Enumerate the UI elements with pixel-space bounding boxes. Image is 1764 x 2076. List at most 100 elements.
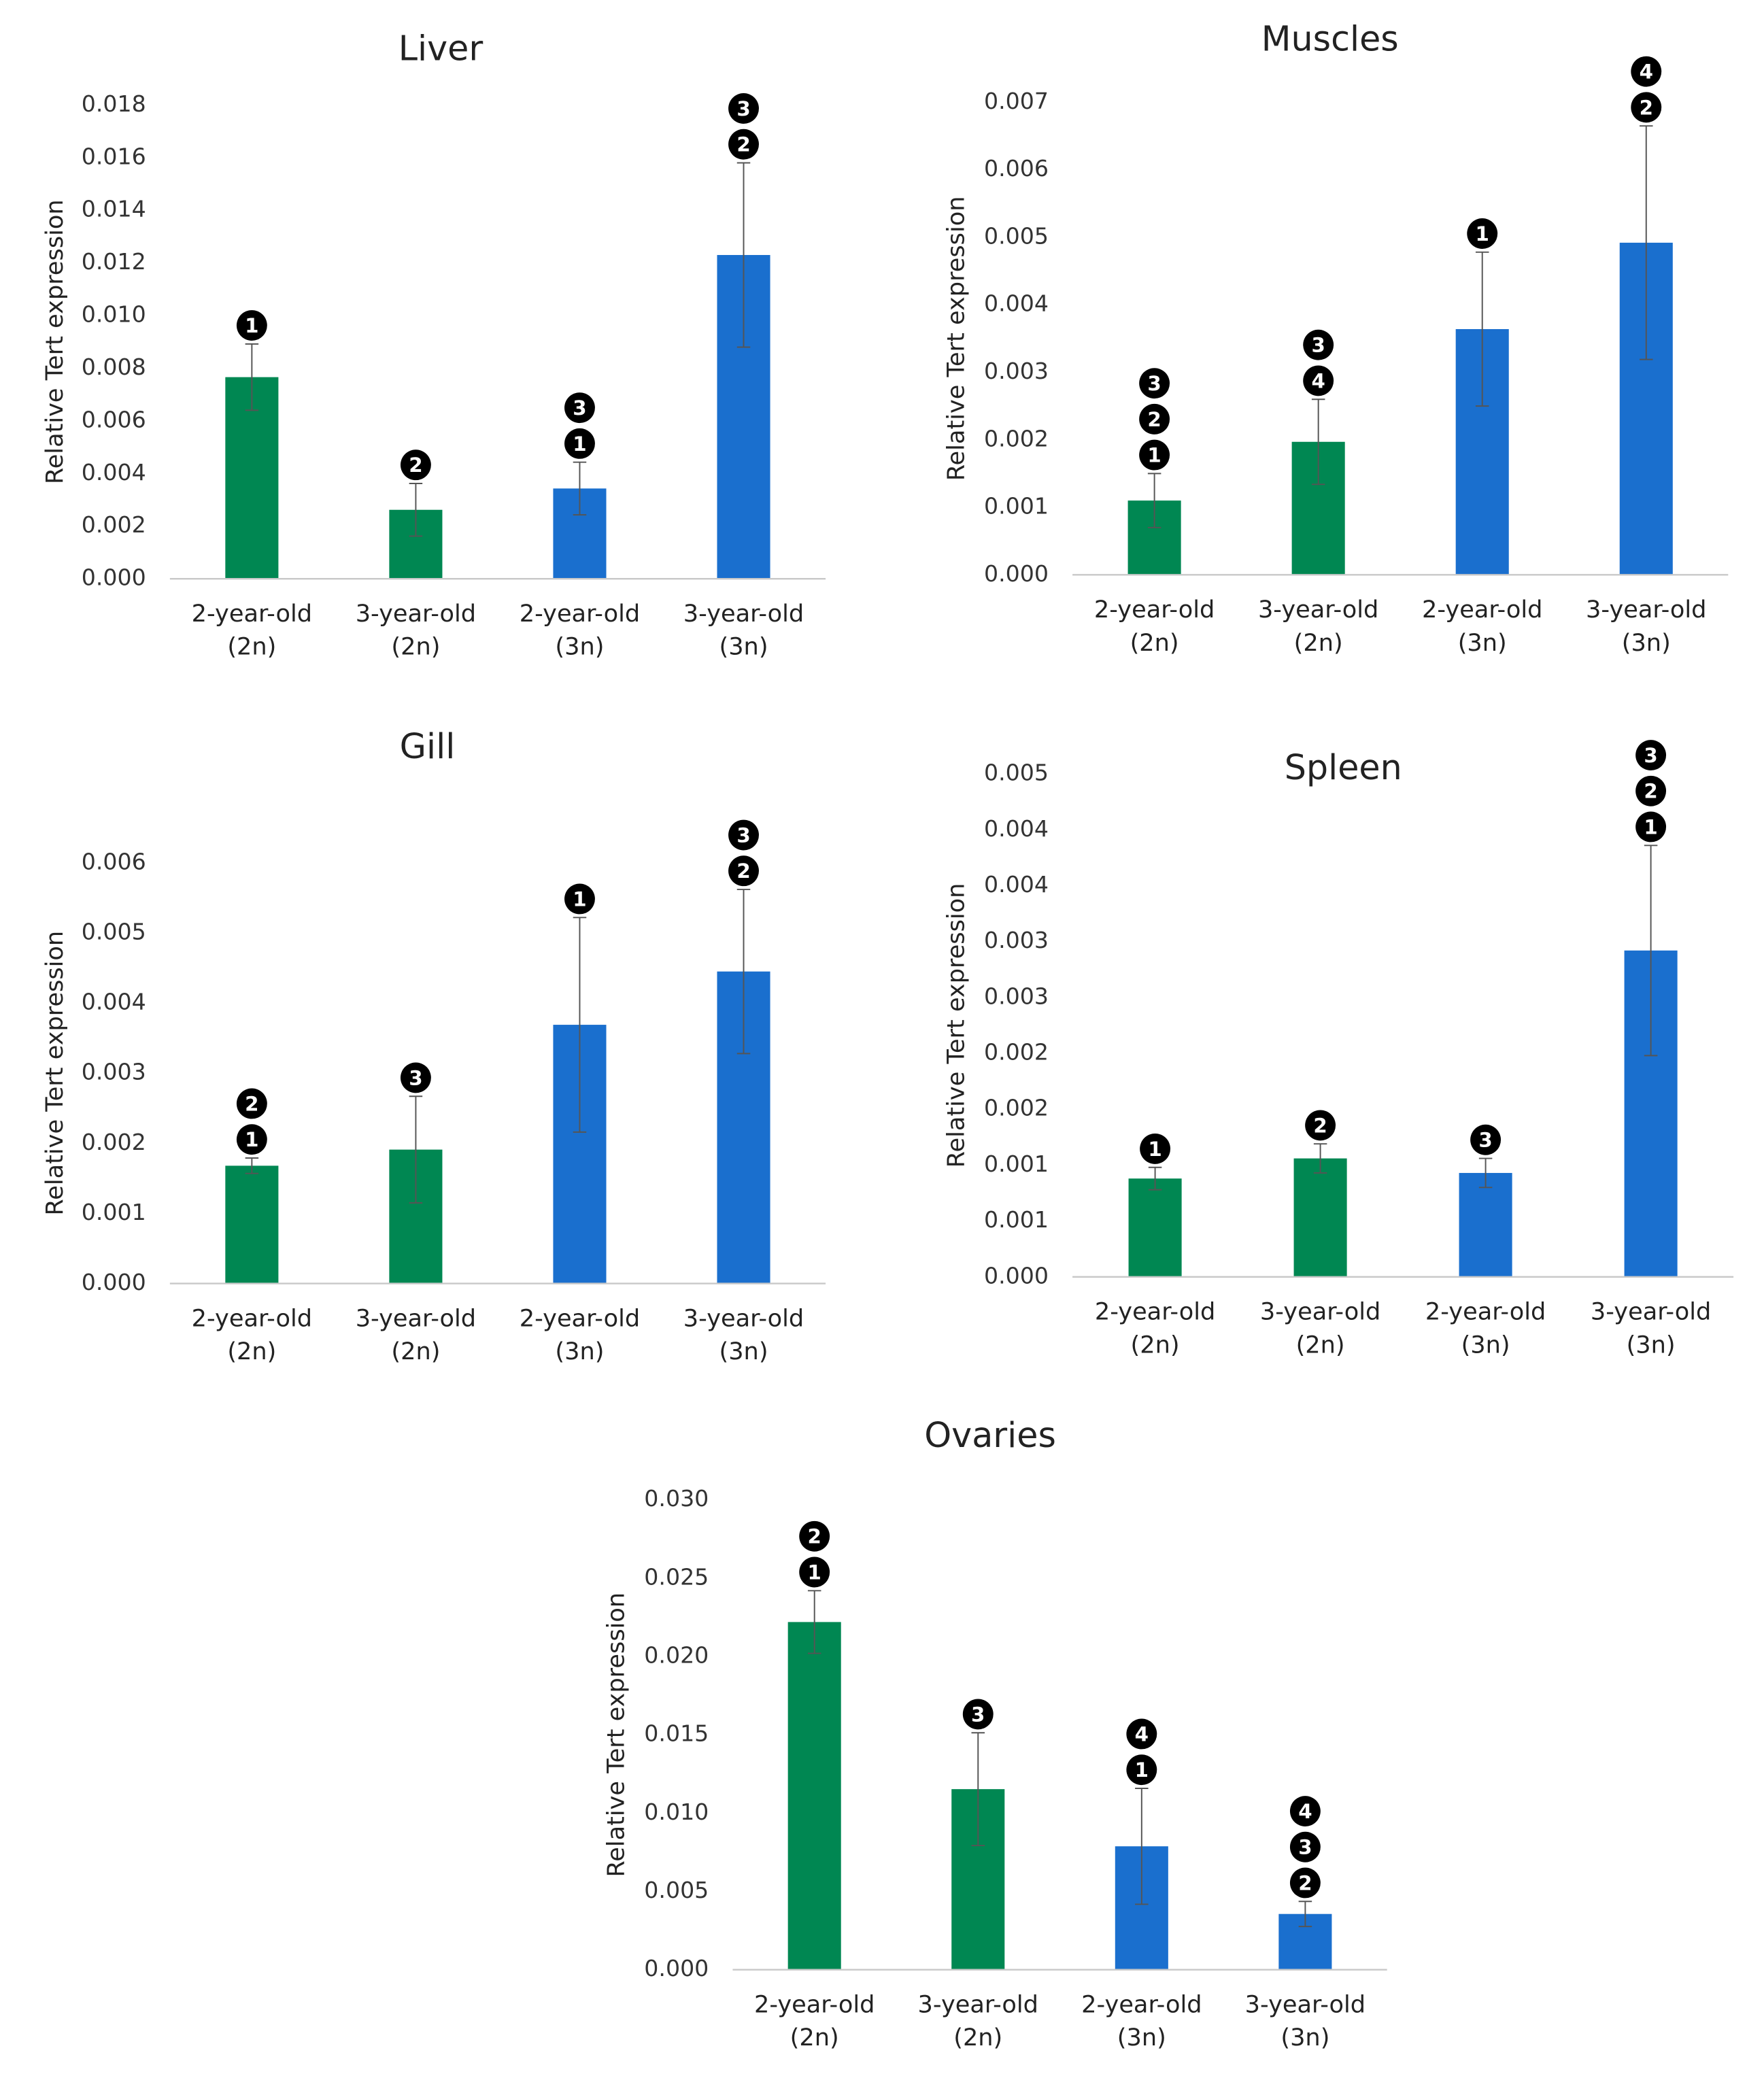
significance-marker: [1631, 92, 1662, 123]
y-axis-label: Relative Tert expression: [41, 931, 69, 1216]
significance-marker: [1289, 1796, 1321, 1826]
significance-label: 2: [1313, 1114, 1327, 1137]
y-tick-label: 0.016: [82, 143, 146, 169]
significance-marker: [1635, 811, 1667, 843]
x-tick-label: 2-year-old: [754, 1990, 875, 2018]
y-tick-label: 0.002: [82, 1129, 146, 1155]
x-tick-label: 2-year-old: [192, 600, 312, 628]
significance-label: 3: [1147, 372, 1161, 395]
significance-label: 4: [1311, 369, 1325, 392]
y-axis-label: Relative Tert expression: [942, 196, 970, 481]
significance-label: 2: [736, 860, 750, 883]
significance-label: 4: [1640, 61, 1653, 84]
significance-marker: [1635, 740, 1667, 771]
significance-marker: [1126, 1754, 1157, 1786]
significance-marker: [400, 449, 431, 481]
y-tick-label: 0.003: [984, 358, 1049, 384]
y-tick-label: 0.004: [82, 459, 146, 486]
y-tick-label: 0.003: [984, 983, 1049, 1009]
chart: Spleen Relative Tert expression 0.000 0.001…: [942, 740, 1734, 1359]
significance-marker: [1289, 1831, 1321, 1862]
x-tick-label: (3n): [1280, 2024, 1329, 2052]
significance-marker: [1303, 365, 1334, 396]
x-tick-label: (3n): [1117, 2024, 1166, 2052]
significance-marker: [1139, 368, 1170, 399]
x-tick-label: 3-year-old: [1245, 1990, 1366, 2018]
significance-label: 3: [736, 97, 750, 120]
significance-marker: [1305, 1110, 1336, 1141]
y-tick-label: 0.030: [644, 1485, 709, 1512]
significance-label: 2: [1644, 780, 1657, 803]
x-tick-label: (2n): [227, 633, 276, 661]
significance-label: 3: [1311, 334, 1325, 357]
significance-label: 3: [409, 1066, 422, 1089]
x-tick-label: 3-year-old: [683, 600, 804, 628]
y-tick-label: 0.000: [82, 564, 146, 591]
y-tick-label: 0.004: [984, 815, 1049, 842]
x-tick-label: (3n): [555, 1338, 604, 1365]
significance-label: 1: [1476, 222, 1489, 245]
x-tick-label: (2n): [953, 2024, 1002, 2052]
significance-label: 2: [1147, 408, 1161, 431]
significance-marker: [564, 392, 595, 424]
x-tick-label: (3n): [719, 633, 768, 661]
significance-marker: [799, 1556, 830, 1588]
chart-title: Muscles: [1261, 19, 1399, 59]
significance-marker: [236, 1124, 267, 1155]
significance-marker: [236, 310, 267, 341]
significance-label: 1: [1147, 444, 1161, 467]
significance-marker: [728, 819, 759, 851]
y-axis-label: Relative Tert expression: [603, 1593, 630, 1877]
chart: Gill Relative Tert expression 0.000 0.001 0.…: [41, 726, 826, 1365]
significance-label: 2: [808, 1525, 821, 1548]
y-axis-label: Relative Tert expression: [41, 199, 69, 484]
x-tick-label: 3-year-old: [1260, 1298, 1380, 1326]
y-tick-label: 0.010: [82, 301, 146, 328]
significance-label: 1: [245, 314, 258, 337]
y-tick-label: 0.005: [644, 1877, 709, 1903]
bar: [1128, 1178, 1182, 1277]
bar: [1293, 1158, 1347, 1277]
x-tick-label: (2n): [391, 1338, 440, 1365]
y-tick-label: 0.002: [984, 425, 1049, 452]
significance-marker: [1140, 1133, 1171, 1164]
x-tick-label: 3-year-old: [356, 1304, 476, 1332]
significance-marker: [1467, 218, 1498, 249]
chart: Ovaries Relative Tert expression 0.000 0.00…: [603, 1415, 1387, 2052]
y-tick-label: 0.003: [984, 927, 1049, 953]
significance-marker: [400, 1062, 431, 1093]
x-tick-label: (2n): [790, 2024, 839, 2052]
y-tick-label: 0.005: [82, 918, 146, 945]
x-tick-label: 2-year-old: [1422, 596, 1542, 624]
y-tick-label: 0.012: [82, 248, 146, 275]
y-tick-label: 0.007: [984, 88, 1049, 114]
chart-title: Ovaries: [924, 1415, 1056, 1455]
y-tick-label: 0.025: [644, 1563, 709, 1590]
significance-marker: [1126, 1718, 1157, 1750]
chart-title: Liver: [398, 28, 484, 68]
significance-label: 2: [736, 133, 750, 156]
significance-marker: [1303, 329, 1334, 360]
significance-label: 1: [808, 1561, 821, 1584]
y-tick-label: 0.001: [984, 493, 1049, 520]
x-tick-label: (3n): [555, 633, 604, 661]
y-tick-label: 0.001: [984, 1206, 1049, 1233]
y-tick-label: 0.008: [82, 354, 146, 380]
y-tick-label: 0.006: [82, 848, 146, 874]
significance-label: 2: [245, 1092, 258, 1115]
significance-marker: [1631, 56, 1662, 87]
x-tick-label: (3n): [1627, 1331, 1676, 1359]
x-tick-label: (2n): [1130, 629, 1179, 657]
significance-label: 2: [1640, 96, 1653, 119]
x-tick-label: (3n): [1458, 629, 1507, 657]
x-tick-label: 2-year-old: [1094, 596, 1215, 624]
chart-title: Spleen: [1285, 747, 1402, 787]
y-axis-label: Relative Tert expression: [942, 883, 970, 1168]
significance-label: 1: [1644, 815, 1657, 838]
y-tick-label: 0.014: [82, 196, 146, 222]
y-tick-label: 0.018: [82, 90, 146, 117]
y-tick-label: 0.004: [984, 290, 1049, 317]
x-tick-label: 2-year-old: [1425, 1298, 1546, 1326]
significance-label: 3: [1298, 1836, 1312, 1859]
